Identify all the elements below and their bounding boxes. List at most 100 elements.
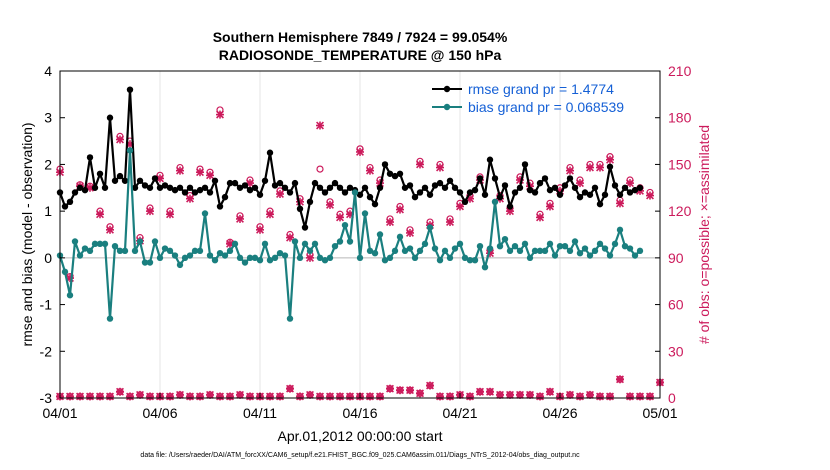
obs-assimilated-marker (416, 160, 424, 169)
obs-assimilated-marker (616, 199, 624, 208)
rmse-point (161, 182, 169, 189)
rmse-point (576, 193, 584, 201)
bias-point (131, 247, 139, 255)
bias-point (366, 247, 374, 255)
rmse-point (281, 184, 289, 191)
rmse-point (366, 193, 374, 201)
obs-assimilated-marker (186, 194, 194, 203)
bias-point (471, 256, 479, 264)
rmse-point (636, 184, 644, 191)
bias-point (241, 259, 249, 266)
rmse-point (546, 186, 554, 194)
bias-point (511, 242, 519, 250)
legend-label: rmse grand pr = 1.4774 (468, 81, 614, 97)
bias-point (541, 247, 549, 255)
rmse-point (586, 191, 594, 198)
rmse-point (571, 184, 579, 191)
obs-assimilated-marker (336, 392, 344, 401)
obs-assimilated-marker (146, 392, 154, 401)
bias-point (491, 198, 499, 205)
rmse-point (166, 184, 174, 191)
bias-point (566, 247, 574, 255)
x-tick-label: 04/11 (243, 405, 277, 421)
bias-point (211, 256, 219, 264)
bias-point (441, 247, 449, 255)
bias-point (316, 254, 324, 262)
bias-point (266, 256, 274, 264)
obs-assimilated-marker (346, 392, 354, 401)
bias-point (61, 268, 69, 276)
obs-assimilated-marker (446, 392, 454, 401)
obs-assimilated-marker (526, 390, 534, 399)
bias-point (146, 259, 154, 266)
chart-title: Southern Hemisphere 7849 / 7924 = 99.054… (212, 29, 508, 45)
rmse-point (581, 189, 589, 196)
y-tick-label: -1 (40, 297, 53, 313)
y-tick-label: 0 (44, 250, 52, 266)
obs-assimilated-marker (626, 392, 634, 401)
rmse-point (346, 184, 354, 191)
rmse-point (421, 184, 429, 191)
bias-point (306, 247, 314, 255)
obs-assimilated-marker (386, 218, 394, 227)
bias-point (381, 256, 389, 264)
rmse-point (506, 203, 514, 210)
obs-assimilated-marker (326, 200, 334, 209)
bias-point (546, 240, 554, 248)
bias-point (451, 245, 459, 252)
bias-point (186, 252, 194, 259)
bias-point (171, 252, 179, 259)
rmse-point (541, 175, 549, 182)
bias-point (321, 256, 329, 264)
obs-assimilated-marker (176, 166, 184, 175)
rmse-point (376, 184, 384, 191)
obs-assimilated-marker (236, 214, 244, 223)
obs-assimilated-marker (286, 384, 294, 393)
obs-assimilated-marker (226, 392, 234, 401)
y-tick-label: -3 (40, 390, 53, 406)
y-tick-label: 1 (44, 203, 52, 219)
obs-assimilated-marker (356, 147, 364, 156)
bias-point (201, 210, 209, 217)
rmse-point (111, 177, 119, 184)
rmse-point (406, 182, 414, 189)
y-tick-label: 3 (44, 110, 52, 126)
bias-point (331, 242, 339, 250)
obs-assimilated-marker (436, 163, 444, 172)
obs-assimilated-marker (366, 392, 374, 401)
y-right-tick-label: 180 (668, 110, 692, 126)
bias-point (236, 254, 244, 262)
bias-point (136, 238, 144, 245)
obs-assimilated-marker (206, 390, 214, 399)
obs-assimilated-marker (166, 210, 174, 219)
obs-assimilated-marker (266, 210, 274, 219)
bias-point (611, 240, 619, 248)
rmse-point (631, 186, 639, 194)
obs-assimilated-marker (486, 387, 494, 396)
obs-assimilated-marker (386, 384, 394, 393)
bias-point (351, 189, 359, 196)
rmse-point (561, 182, 569, 189)
bias-point (166, 247, 174, 255)
y-right-tick-label: 0 (668, 390, 676, 406)
y-right-tick-label: 120 (668, 203, 692, 219)
bias-point (551, 252, 559, 259)
obs-assimilated-marker (596, 392, 604, 401)
obs-assimilated-marker (196, 392, 204, 401)
bias-point (416, 247, 424, 255)
obs-assimilated-marker (596, 163, 604, 172)
bias-point (121, 247, 129, 255)
bias-point (356, 254, 364, 262)
obs-assimilated-marker (606, 392, 614, 401)
bias-point (116, 247, 124, 255)
rmse-point (81, 186, 89, 194)
rmse-point (241, 182, 249, 189)
bias-point (86, 247, 94, 255)
rmse-point (446, 177, 454, 184)
obs-assimilated-marker (316, 121, 324, 130)
rmse-point (626, 189, 634, 196)
rmse-point (306, 198, 314, 205)
rmse-point (361, 184, 369, 191)
rmse-point (231, 179, 239, 187)
